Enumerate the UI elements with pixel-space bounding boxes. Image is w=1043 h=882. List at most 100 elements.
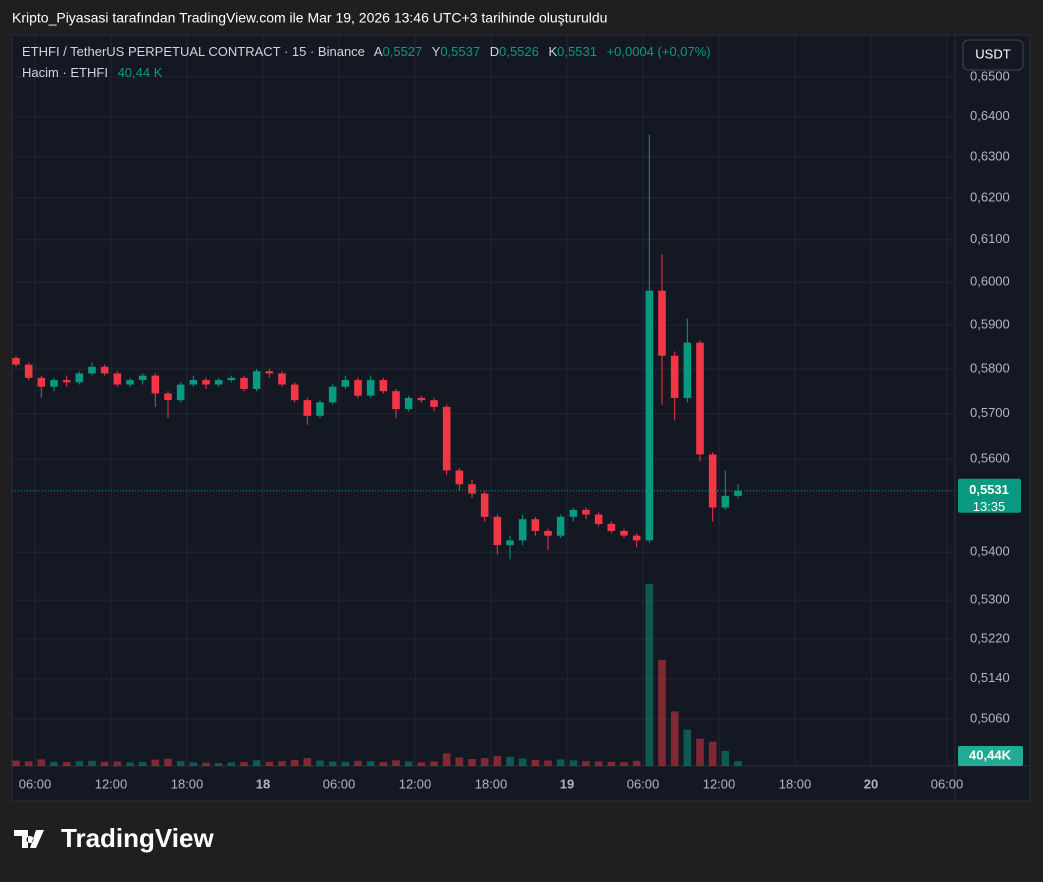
y-tick-label: 0,5220 — [970, 631, 1010, 646]
volume-bar — [37, 759, 46, 766]
volume-bar — [303, 758, 312, 766]
volume-bar — [100, 761, 109, 766]
volume-bar — [594, 761, 603, 766]
candle-body — [582, 509, 590, 515]
candle-body — [379, 380, 388, 392]
candle-body — [164, 393, 172, 401]
volume-bar — [214, 762, 223, 766]
x-tick-label: 18:00 — [475, 776, 508, 791]
candle-body — [544, 530, 552, 536]
x-tick-label: 18 — [256, 776, 270, 791]
close-name: K — [549, 44, 558, 59]
y-tick-label: 0,5700 — [970, 405, 1010, 420]
volume-bar — [455, 757, 464, 766]
volume-name: Hacim · ETHFI — [22, 65, 108, 80]
legend: ETHFI / TetherUS PERPETUAL CONTRACT · 15… — [22, 44, 711, 80]
candle-body — [455, 470, 464, 485]
open-value: 0,5527 — [383, 44, 423, 59]
y-tick-label: 0,6000 — [970, 274, 1010, 289]
y-tick-label: 0,5800 — [970, 360, 1010, 375]
logo: TradingView — [14, 823, 214, 853]
y-tick-label: 0,6200 — [970, 189, 1010, 204]
candle-body — [265, 371, 274, 374]
candle-body — [670, 355, 679, 398]
candle-body — [468, 484, 476, 494]
volume-bar — [544, 760, 552, 766]
volume-bar — [430, 761, 438, 766]
candle-body — [366, 380, 375, 396]
volume-bar — [480, 758, 489, 766]
candle-body — [252, 371, 261, 389]
x-tick-label: 19 — [560, 776, 574, 791]
candle-body — [417, 397, 426, 401]
volume-bar — [252, 760, 261, 766]
volume-bar — [202, 762, 210, 766]
volume-bar — [518, 758, 527, 766]
volume-bar — [151, 759, 160, 766]
logo-icon — [14, 830, 44, 848]
close-value: 0,5531 — [557, 44, 597, 59]
volume-bar — [392, 760, 400, 766]
candle-body — [683, 342, 692, 398]
y-tick-label: 0,5900 — [970, 317, 1010, 332]
candle-body — [50, 380, 58, 387]
volume-bar — [468, 759, 476, 766]
candle-body — [480, 493, 489, 517]
change: +0,0004 (+0,07%) — [607, 44, 711, 59]
candle-body — [392, 391, 400, 410]
candle-body — [126, 380, 134, 385]
volume-bar — [354, 760, 362, 766]
candle-body — [316, 402, 324, 416]
volume-bar — [227, 762, 236, 766]
candle-body — [176, 384, 185, 401]
volume-bar — [75, 761, 84, 766]
axes: 0,6500 0,6400 0,6300 0,6200 0,6100 0,6000 0,59… — [19, 68, 1023, 791]
volume-bar — [113, 761, 122, 766]
volume-bar — [176, 761, 185, 766]
candle-body — [303, 400, 312, 416]
high-name: Y — [432, 44, 441, 59]
candle-body — [138, 375, 147, 381]
candle-body — [506, 540, 514, 546]
volume-legend: Hacim · ETHFI 40,44 K — [22, 65, 163, 80]
volume-bar — [316, 760, 324, 766]
candle-body — [569, 509, 578, 517]
volume-bar — [265, 761, 274, 766]
candle-body — [214, 380, 223, 385]
x-tick-label: 20 — [864, 776, 878, 791]
x-tick-label: 06:00 — [323, 776, 356, 791]
currency-button[interactable] — [962, 39, 1024, 71]
volume-bar — [442, 753, 451, 766]
candle-body — [88, 366, 96, 374]
volume-bar — [50, 761, 58, 766]
candle-body — [708, 454, 717, 508]
candle-body — [442, 406, 451, 471]
volume-bar — [620, 762, 628, 766]
volume-bar — [126, 762, 134, 766]
volume-bar — [341, 761, 350, 766]
volume-bar — [404, 761, 413, 766]
last-volume-label: 40,44K — [969, 747, 1012, 762]
volume-bar — [607, 761, 616, 766]
volume-bar — [721, 750, 730, 766]
candle-body — [531, 519, 540, 531]
y-tick-label: 0,5140 — [970, 670, 1010, 685]
last-price-label: 0,5531 — [969, 482, 1009, 497]
volume-bar — [417, 762, 426, 766]
x-tick-label: 06:00 — [627, 776, 660, 791]
candle-body — [24, 364, 33, 378]
volume-bar — [328, 761, 337, 766]
candle-body — [100, 366, 109, 374]
currency[interactable]: USDT — [975, 46, 1010, 61]
volume-bar — [506, 756, 514, 766]
x-tick-label: 18:00 — [171, 776, 204, 791]
candle-body — [734, 490, 742, 496]
y-tick-label: 0,6300 — [970, 148, 1010, 163]
y-tick-label: 0,5060 — [970, 710, 1010, 725]
volume-bar — [88, 760, 96, 766]
volume-bar — [645, 584, 654, 766]
volume-bar — [670, 711, 679, 766]
volume-bar — [632, 760, 641, 766]
volume-bar — [366, 761, 375, 766]
